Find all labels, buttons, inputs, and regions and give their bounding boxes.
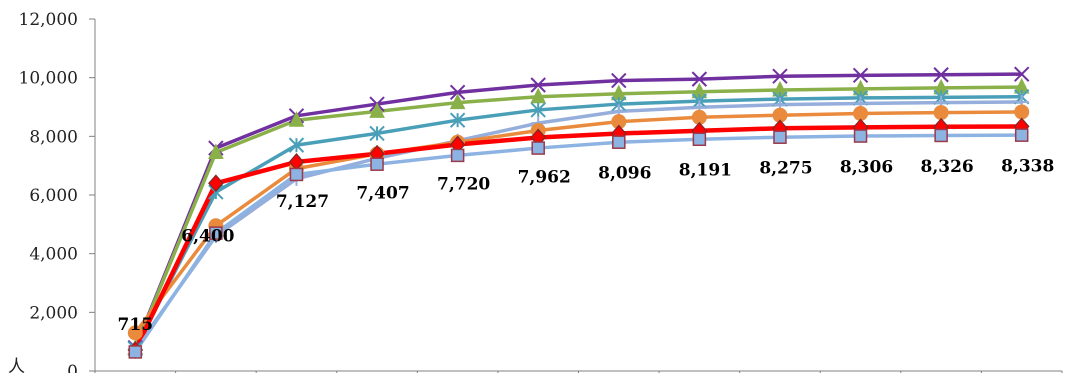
series-7-point xyxy=(531,141,545,155)
series-3-point xyxy=(530,102,546,118)
series-3-point xyxy=(449,112,466,128)
series-7-line xyxy=(133,133,1024,354)
series-6-data-label: 8,096 xyxy=(598,164,651,184)
series-6-data-label: 7,407 xyxy=(356,184,409,204)
series-1-point xyxy=(1014,66,1030,82)
series-5-line xyxy=(133,110,1024,335)
series-7-point xyxy=(289,167,304,182)
series-5-point xyxy=(933,105,949,121)
series-1-point xyxy=(852,67,869,84)
series-5-point xyxy=(1014,104,1030,120)
series-6-data-label: 7,720 xyxy=(437,175,490,195)
y-axis-unit-label: 人 xyxy=(8,357,25,373)
series-5-point xyxy=(853,105,869,121)
series-4-line xyxy=(133,100,1024,351)
y-tick-label: 0 xyxy=(67,362,78,373)
y-tick-label: 10,000 xyxy=(19,69,78,89)
series-7-point xyxy=(692,132,707,147)
series-6-data-label: 7,127 xyxy=(276,192,329,212)
series-7-point xyxy=(853,129,868,143)
series-7-point xyxy=(934,128,948,143)
series-3-point xyxy=(288,137,305,153)
series-2-point xyxy=(449,93,466,110)
series-7-point xyxy=(1014,128,1029,142)
series-7-point xyxy=(773,130,787,144)
series-6-data-label: 8,275 xyxy=(759,158,812,178)
series-6-line xyxy=(133,124,1024,353)
series-7-point xyxy=(612,135,626,149)
series-3-point xyxy=(369,125,385,142)
series-1-point xyxy=(530,77,546,93)
y-tick-label: 6,000 xyxy=(29,186,78,206)
series-6-data-label: 8,191 xyxy=(679,161,732,181)
series-1-point xyxy=(933,67,949,83)
series-2-point xyxy=(369,102,385,118)
series-3-line xyxy=(133,94,1024,351)
series-6-data-label: 8,306 xyxy=(840,157,893,177)
series-5-point xyxy=(127,325,143,341)
series-7-point xyxy=(450,148,465,163)
series-2-point xyxy=(530,87,547,104)
series-1-point xyxy=(772,68,788,84)
series-6-point xyxy=(208,174,224,193)
series-2-point xyxy=(208,143,224,159)
series-6-data-label: 7,962 xyxy=(518,167,571,187)
series-7-point xyxy=(209,226,223,240)
series-6-data-label: 8,326 xyxy=(921,157,974,177)
y-tick-label: 12,000 xyxy=(19,10,78,30)
series-1-point xyxy=(611,72,627,89)
series-6-data-label: 8,338 xyxy=(1001,156,1054,176)
series-1-point xyxy=(691,71,708,87)
series-1-line xyxy=(133,72,1024,350)
series-2-point xyxy=(288,111,305,127)
series-7-point xyxy=(370,157,384,171)
series-6-data-label: 6,400 xyxy=(181,226,234,246)
series-7-point xyxy=(128,345,143,359)
y-tick-label: 2,000 xyxy=(29,303,78,323)
series-1-point xyxy=(449,84,466,101)
y-tick-label: 8,000 xyxy=(29,127,78,147)
y-tick-label: 4,000 xyxy=(29,245,78,265)
series-6-data-label: 715 xyxy=(118,315,154,335)
series-2-line xyxy=(133,85,1024,350)
